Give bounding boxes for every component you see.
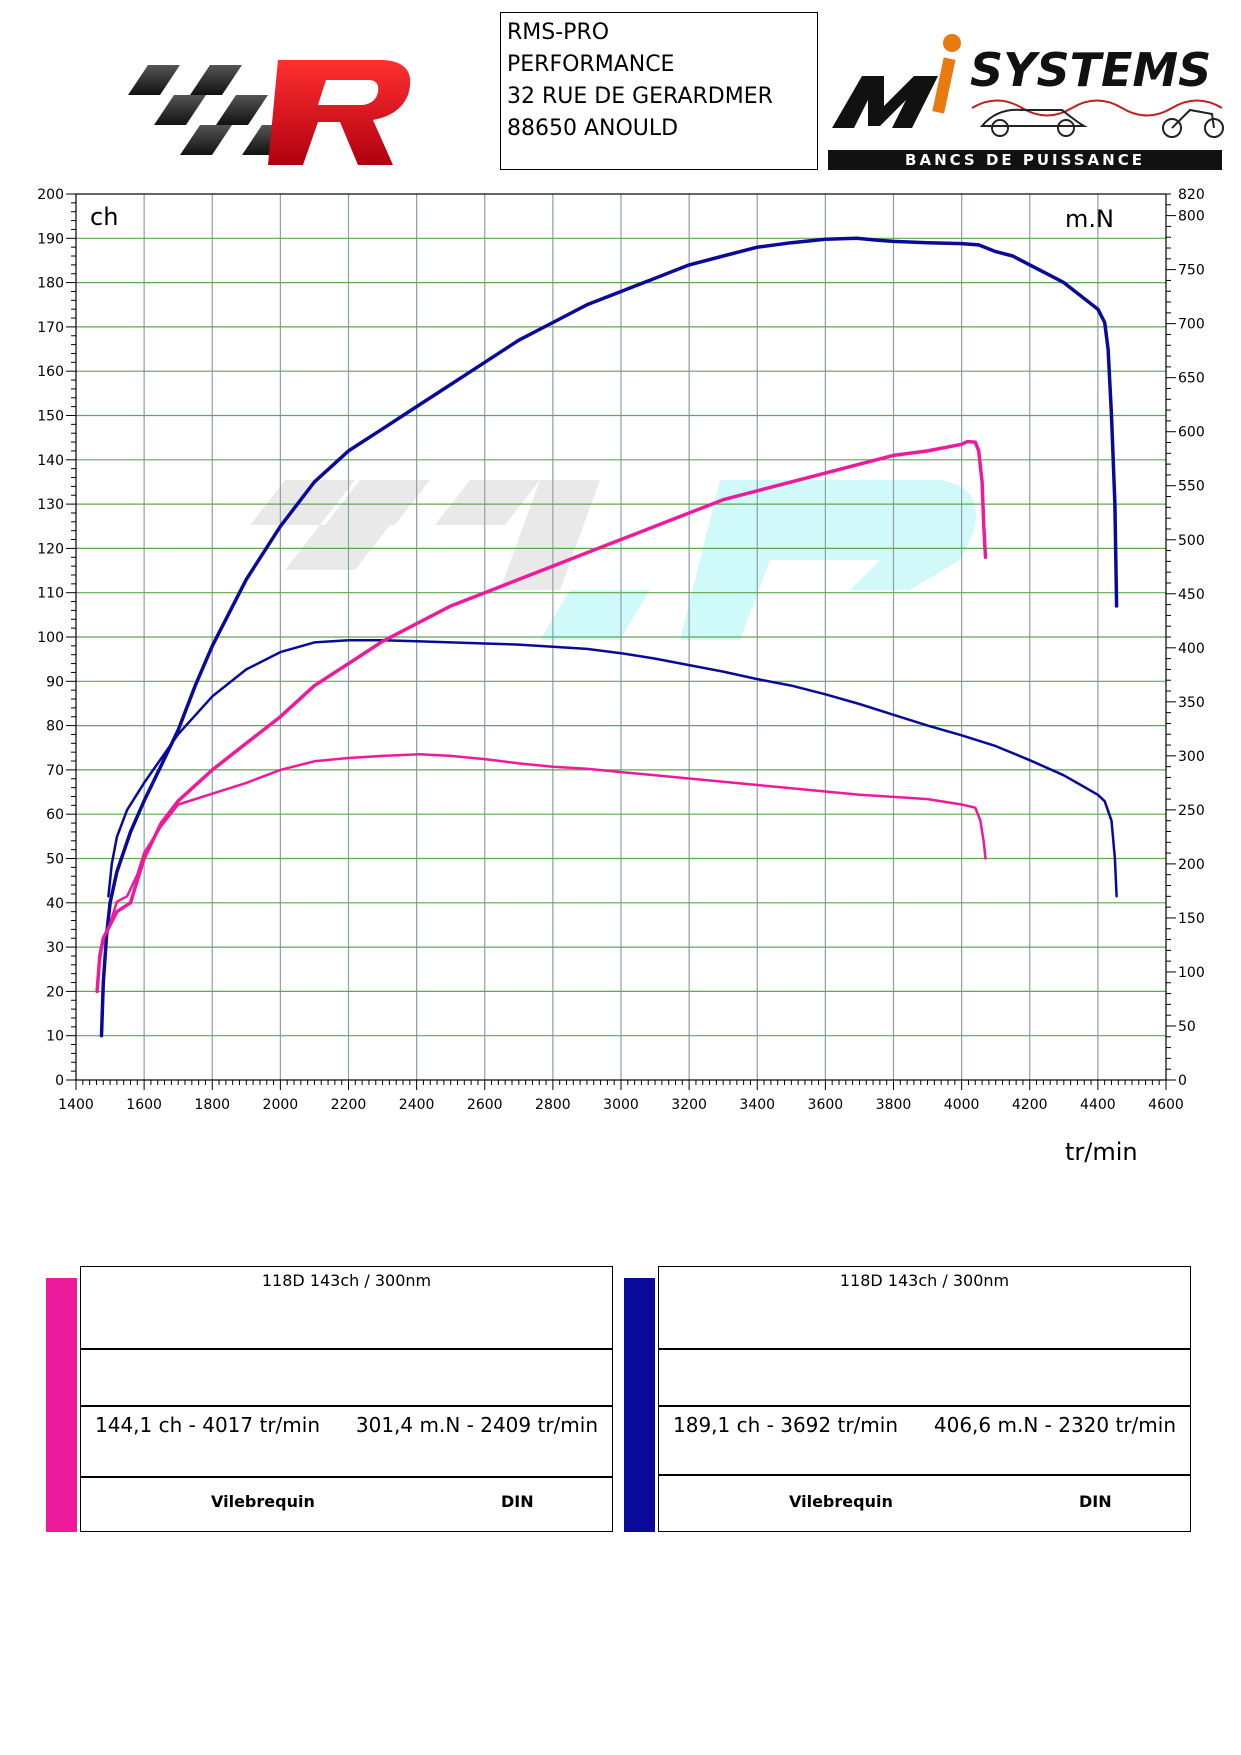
y-left-tick-label: 10 <box>46 1029 64 1045</box>
misystems-logo: SYSTEMS BANCS DE PUISSANCE <box>828 34 1224 170</box>
logo-right-sub: BANCS DE PUISSANCE <box>905 151 1145 169</box>
peak-torque: 301,4 m.N - 2409 tr/min <box>355 1413 598 1437</box>
card-frame: 118D 143ch / 300nm 189,1 ch - 3692 tr/mi… <box>658 1266 1191 1532</box>
series-line-torque <box>95 753 987 990</box>
y-right-tick-label: 250 <box>1178 803 1205 819</box>
card-footer-left: Vilebrequin <box>211 1492 315 1511</box>
x-tick-label: 3400 <box>739 1097 775 1113</box>
y-right-tick-label: 800 <box>1178 209 1205 225</box>
x-tick-label: 2000 <box>263 1097 299 1113</box>
x-tick-label: 3800 <box>876 1097 912 1113</box>
address-box: RMS-PRO PERFORMANCE 32 RUE DE GERARDMER … <box>500 12 818 170</box>
y-right-tick-label: 400 <box>1178 641 1205 657</box>
x-tick-label: 4200 <box>1012 1097 1048 1113</box>
peak-power: 189,1 ch - 3692 tr/min <box>673 1413 898 1437</box>
y-right-tick-label: 700 <box>1178 317 1205 333</box>
y-left-tick-label: 110 <box>37 586 64 602</box>
y-right-tick-label: 650 <box>1178 371 1205 387</box>
x-axis-label: tr/min <box>1065 1138 1138 1166</box>
card-footer-right: DIN <box>1079 1492 1112 1511</box>
x-tick-label: 1600 <box>126 1097 162 1113</box>
x-tick-label: 3000 <box>603 1097 639 1113</box>
y-right-tick-label: 0 <box>1178 1073 1187 1089</box>
y-left-tick-label: 0 <box>55 1073 64 1089</box>
y-left-tick-label: 160 <box>37 364 64 380</box>
y-left-tick-label: 50 <box>46 852 64 868</box>
y-left-tick-label: 120 <box>37 541 64 557</box>
grid-horizontal <box>76 237 1166 1037</box>
y-left-tick-label: 70 <box>46 763 64 779</box>
y-left-tick-label: 40 <box>46 896 64 912</box>
x-tick-label: 3200 <box>671 1097 707 1113</box>
y-left-tick-label: 30 <box>46 940 64 956</box>
series-line-power <box>95 439 988 994</box>
y-right-tick-label: 550 <box>1178 479 1205 495</box>
x-tick-label: 2200 <box>331 1097 367 1113</box>
logo-right-text: SYSTEMS <box>970 43 1211 97</box>
y-right-ticks: 0 50 100 150 200 250 300 350 400 450 500 550 600 650 7… <box>1166 187 1205 1089</box>
address-line: 88650 ANOULD <box>507 116 679 141</box>
y-left-tick-label: 90 <box>46 674 64 690</box>
y-right-tick-label: 450 <box>1178 587 1205 603</box>
x-tick-label: 4000 <box>944 1097 980 1113</box>
y-left-ticks: 0 10 20 30 40 50 60 70 80 90 100 110 120 130 140 150 160… <box>37 187 76 1089</box>
x-tick-label: 4400 <box>1080 1097 1116 1113</box>
address-line: 32 RUE DE GERARDMER <box>507 84 773 109</box>
x-tick-label: 2600 <box>467 1097 503 1113</box>
y-left-tick-label: 130 <box>37 497 64 513</box>
x-tick-label: 1800 <box>194 1097 230 1113</box>
y-right-tick-label: 350 <box>1178 695 1205 711</box>
y-left-tick-label: 80 <box>46 719 64 735</box>
y-right-tick-label: 300 <box>1178 749 1205 765</box>
watermark <box>250 480 976 640</box>
y-right-tick-label: 820 <box>1178 187 1205 203</box>
card-footer-right: DIN <box>501 1492 534 1511</box>
rms-logo <box>128 60 411 165</box>
y-left-tick-label: 60 <box>46 807 64 823</box>
series-swatch-blue <box>624 1278 655 1532</box>
x-tick-label: 3600 <box>808 1097 844 1113</box>
card-title: 118D 143ch / 300nm <box>261 1271 432 1290</box>
card-footer-left: Vilebrequin <box>789 1492 893 1511</box>
y-left-tick-label: 100 <box>37 630 64 646</box>
y-left-tick-label: 20 <box>46 984 64 1000</box>
x-ticks: 1400 1600 1800 2000 2200 2400 2600 2800 3000 3200… <box>58 1080 1184 1113</box>
series-group <box>95 236 1119 1038</box>
x-tick-label: 1400 <box>58 1097 94 1113</box>
y-right-tick-label: 50 <box>1178 1019 1196 1035</box>
right-axis-label: m.N <box>1065 205 1114 233</box>
y-left-tick-label: 140 <box>37 453 64 469</box>
left-axis-label: ch <box>90 203 118 231</box>
peak-torque: 406,6 m.N - 2320 tr/min <box>933 1413 1176 1437</box>
y-left-tick-label: 200 <box>37 187 64 203</box>
card-title: 118D 143ch / 300nm <box>839 1271 1010 1290</box>
y-left-tick-label: 170 <box>37 320 64 336</box>
x-tick-label: 2400 <box>399 1097 435 1113</box>
dyno-chart: 1400 1600 1800 2000 2200 2400 2600 2800 3000 3200… <box>37 187 1205 1166</box>
series-swatch-pink <box>46 1278 77 1532</box>
y-right-tick-label: 150 <box>1178 911 1205 927</box>
address-line: PERFORMANCE <box>507 52 675 77</box>
y-left-tick-label: 190 <box>37 231 64 247</box>
y-right-tick-label: 100 <box>1178 965 1205 981</box>
y-right-tick-label: 600 <box>1178 425 1205 441</box>
peak-power: 144,1 ch - 4017 tr/min <box>95 1413 320 1437</box>
x-tick-label: 4600 <box>1148 1097 1184 1113</box>
series-line-torque <box>107 638 1118 898</box>
card-frame: 118D 143ch / 300nm 144,1 ch - 4017 tr/mi… <box>80 1266 613 1532</box>
y-right-tick-label: 500 <box>1178 533 1205 549</box>
y-right-tick-label: 750 <box>1178 263 1205 279</box>
y-right-tick-label: 200 <box>1178 857 1205 873</box>
address-line: RMS-PRO <box>507 20 610 45</box>
x-tick-label: 2800 <box>535 1097 571 1113</box>
y-left-tick-label: 180 <box>37 276 64 292</box>
y-left-tick-label: 150 <box>37 409 64 425</box>
